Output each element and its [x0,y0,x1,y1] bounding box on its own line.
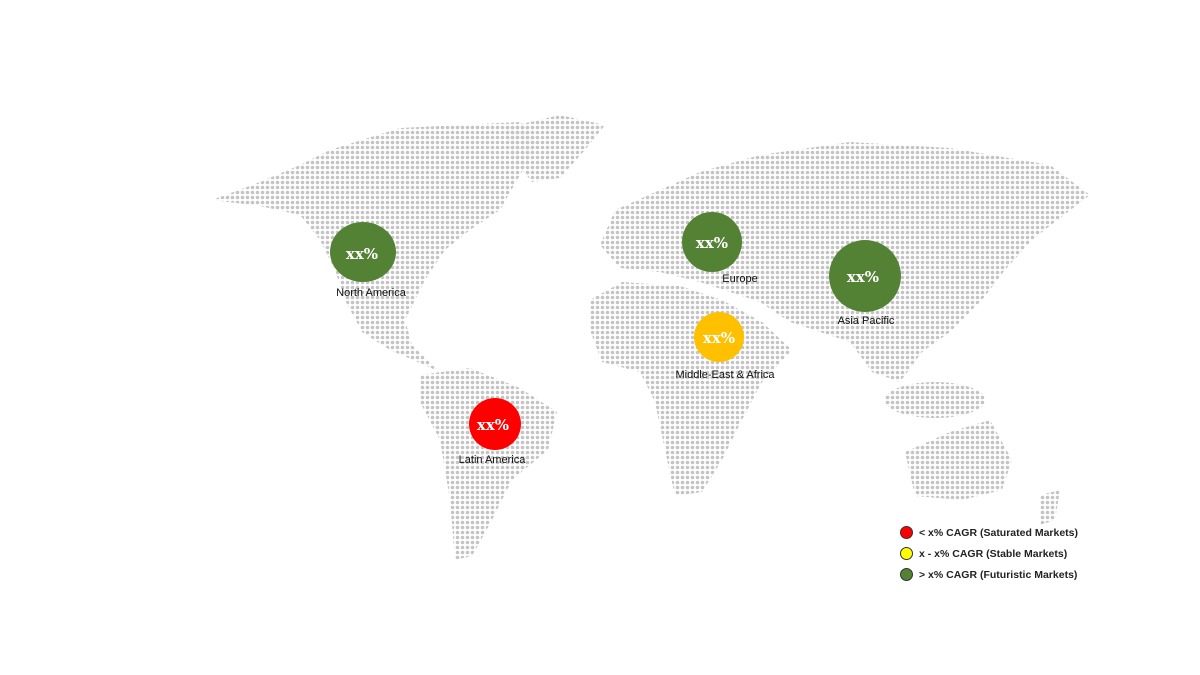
landmass-southeast-asia-islands [885,382,985,418]
region-latin-america[interactable]: xx% Latin America [459,398,527,466]
legend-label: < x% CAGR (Saturated Markets) [919,526,1079,539]
legend-item-saturated: < x% CAGR (Saturated Markets) [900,522,1078,543]
cagr-bubble [330,222,396,282]
cagr-value: xx% [477,416,509,434]
legend: < x% CAGR (Saturated Markets) x - x% CAG… [900,522,1078,585]
green-circle-icon [900,568,913,581]
red-circle-icon [900,526,913,539]
legend-item-futuristic: > x% CAGR (Futuristic Markets) [900,564,1078,585]
region-label: Middle-East & Africa [675,369,775,381]
cagr-bubble [682,212,742,272]
landmass-greenland [505,115,605,182]
region-north-america[interactable]: xx% North America [330,222,407,299]
region-label: North America [336,287,407,299]
yellow-circle-icon [900,547,913,560]
region-label: Latin America [459,454,527,466]
region-label: Europe [722,273,757,285]
cagr-value: xx% [703,329,735,347]
region-europe[interactable]: xx% Europe [682,212,758,285]
legend-label: > x% CAGR (Futuristic Markets) [919,568,1078,581]
landmass-south-america [420,368,557,560]
cagr-bubble [694,312,744,362]
cagr-value: xx% [346,245,378,263]
region-label: Asia Pacific [838,315,895,327]
region-asia-pacific[interactable]: xx% Asia Pacific [829,240,901,327]
legend-item-stable: x - x% CAGR (Stable Markets) [900,543,1078,564]
landmass-new-zealand [1040,490,1060,525]
cagr-value: xx% [696,234,728,252]
cagr-bubble [469,398,521,450]
region-middle-east-africa[interactable]: xx% Middle-East & Africa [675,312,775,381]
landmass-australia [905,420,1012,500]
landmass-africa [590,282,792,496]
legend-label: x - x% CAGR (Stable Markets) [919,547,1068,560]
cagr-bubble [829,240,901,312]
cagr-value: xx% [847,268,879,286]
